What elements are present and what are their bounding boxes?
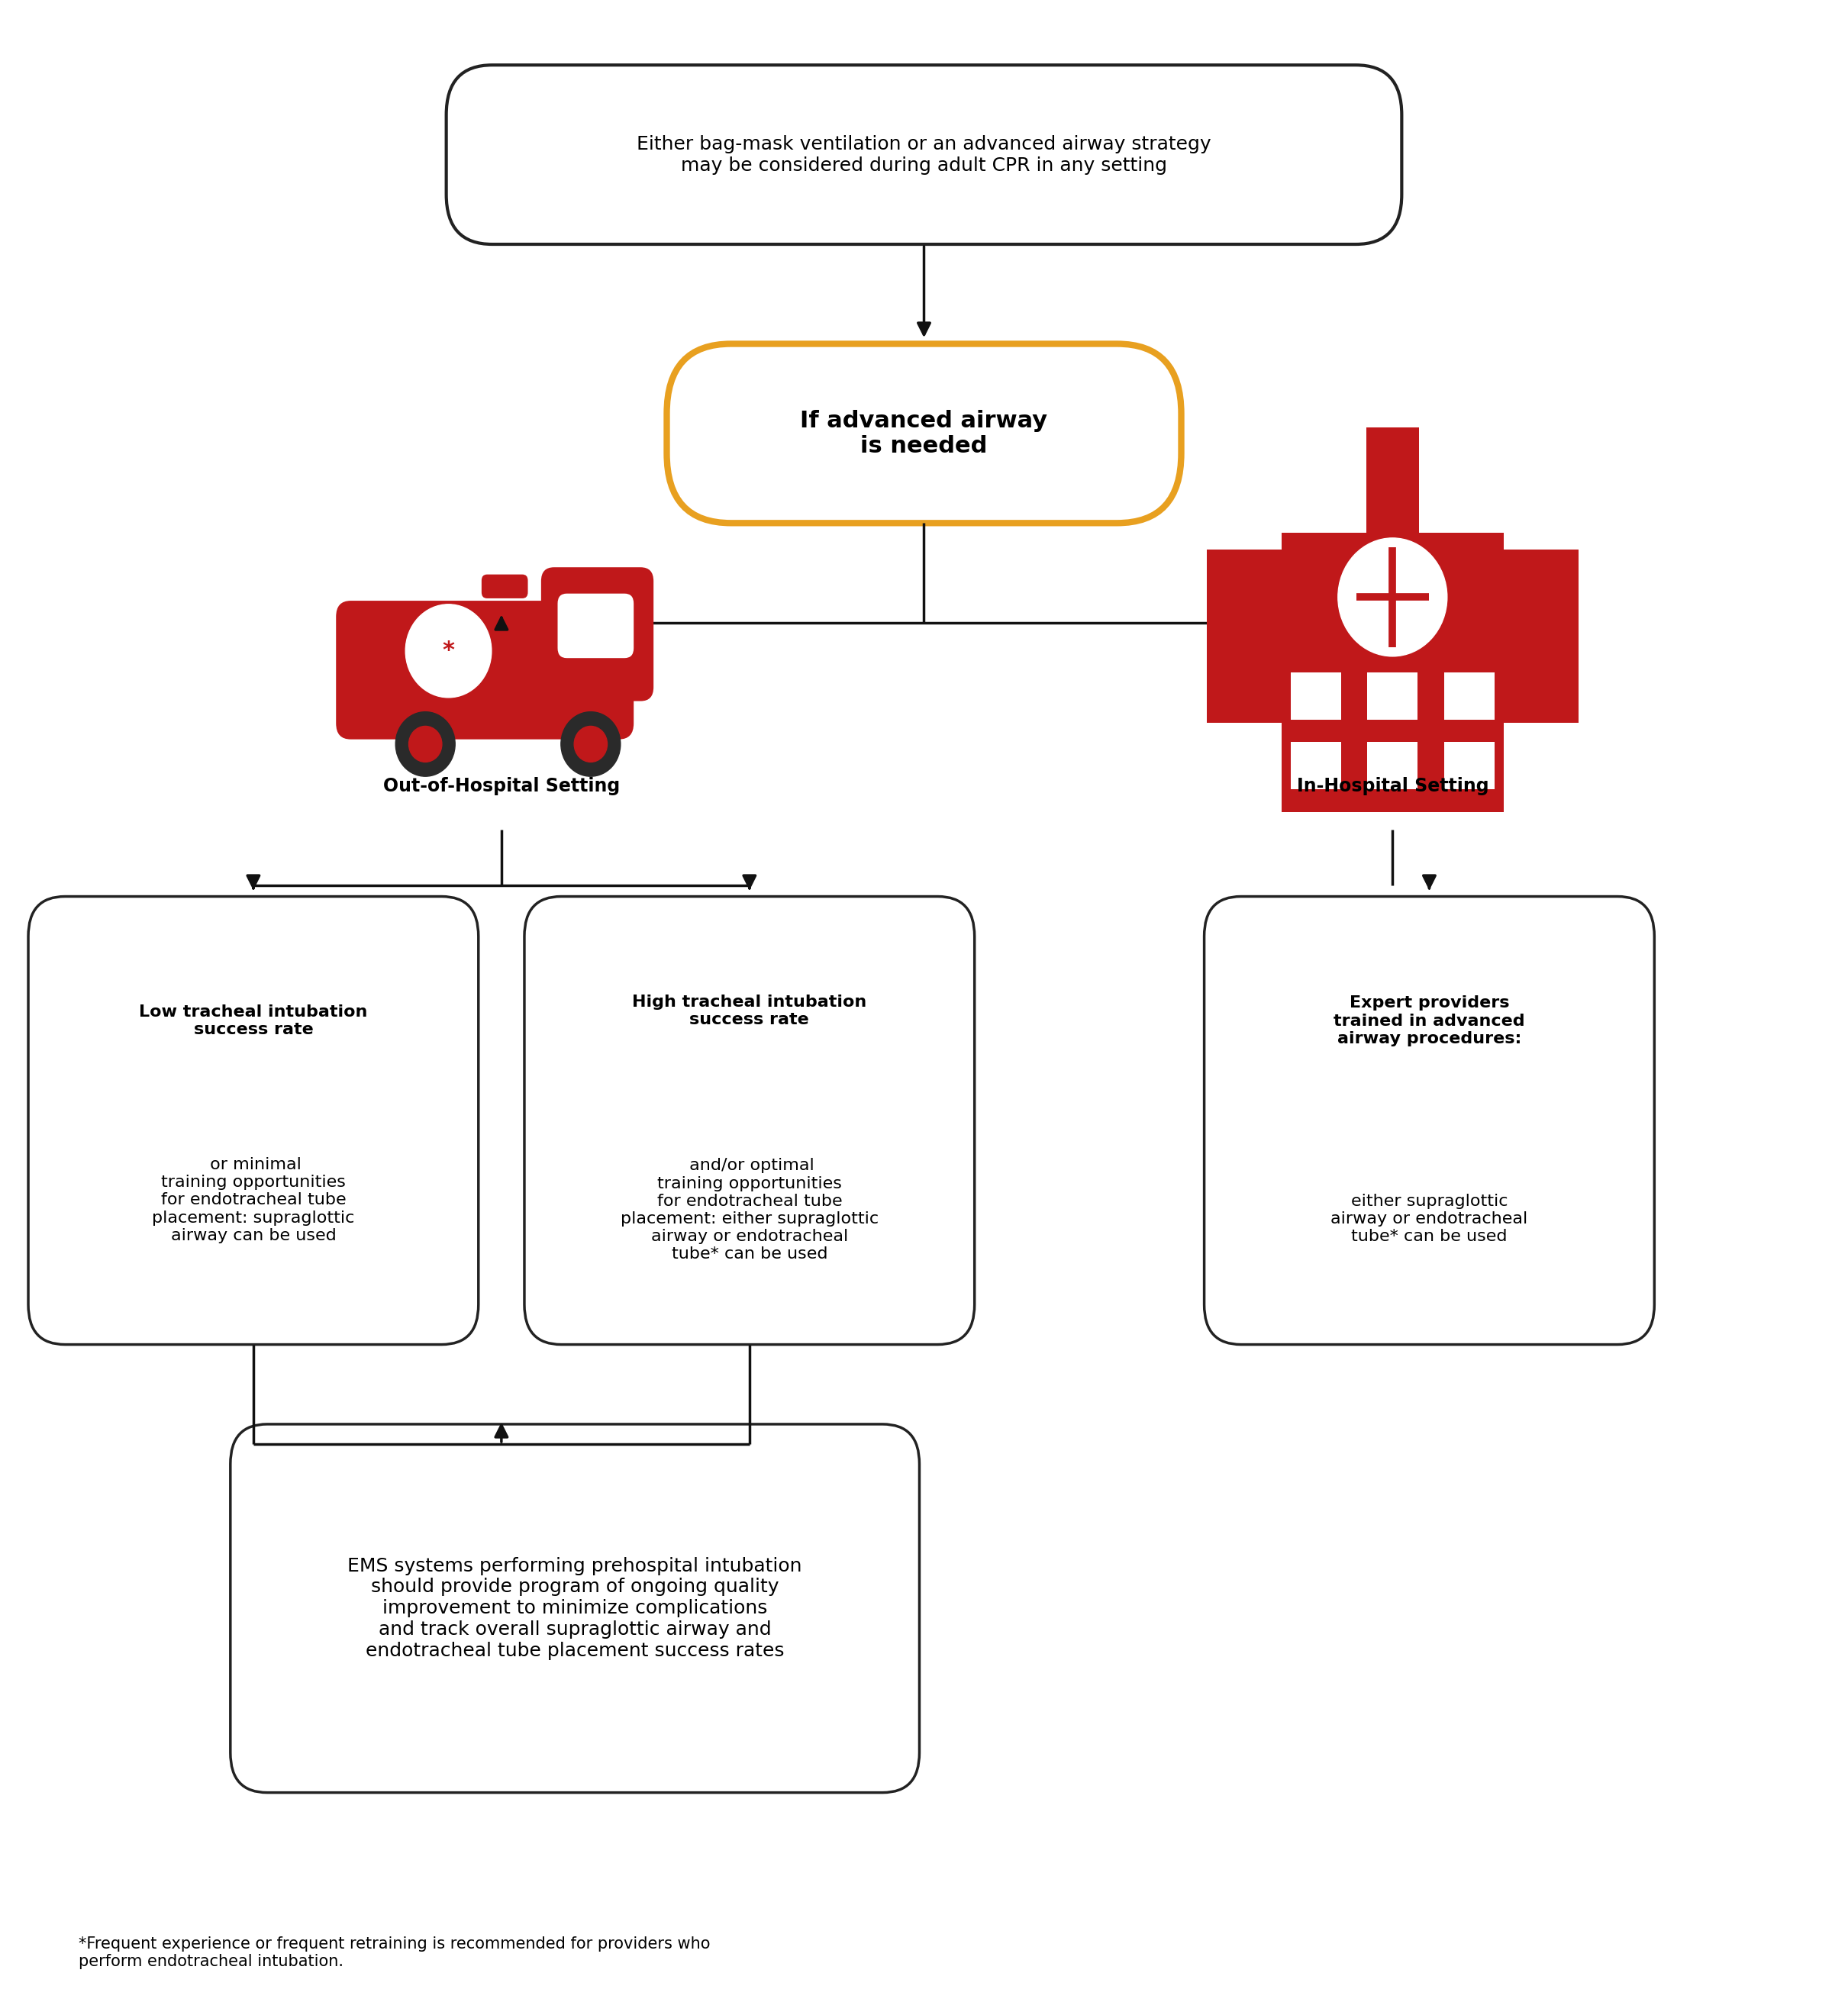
Circle shape (575, 727, 608, 763)
Text: either supraglottic
airway or endotracheal
tube* can be used: either supraglottic airway or endotrache… (1331, 1175, 1528, 1245)
FancyBboxPatch shape (1368, 743, 1417, 789)
FancyBboxPatch shape (231, 1423, 920, 1792)
FancyBboxPatch shape (1205, 897, 1654, 1345)
Text: In-Hospital Setting: In-Hospital Setting (1297, 777, 1489, 795)
Circle shape (395, 713, 455, 777)
Text: If advanced airway
is needed: If advanced airway is needed (800, 410, 1048, 456)
Text: *Frequent experience or frequent retraining is recommended for providers who
per: *Frequent experience or frequent retrain… (79, 1936, 710, 1970)
FancyBboxPatch shape (1281, 533, 1504, 813)
Text: High tracheal intubation
success rate: High tracheal intubation success rate (632, 995, 867, 1027)
FancyBboxPatch shape (1368, 673, 1417, 721)
FancyBboxPatch shape (482, 575, 529, 599)
FancyBboxPatch shape (541, 567, 654, 701)
FancyBboxPatch shape (558, 593, 634, 659)
Text: or minimal
training opportunities
for endotracheal tube
placement: supraglottic
: or minimal training opportunities for en… (152, 1157, 355, 1243)
FancyBboxPatch shape (336, 601, 634, 739)
Circle shape (562, 713, 621, 777)
Text: EMS systems performing prehospital intubation
should provide program of ongoing : EMS systems performing prehospital intub… (347, 1558, 802, 1660)
FancyBboxPatch shape (28, 897, 479, 1345)
Text: Either bag-mask ventilation or an advanced airway strategy
may be considered dur: Either bag-mask ventilation or an advanc… (638, 134, 1210, 174)
FancyBboxPatch shape (1290, 743, 1342, 789)
FancyBboxPatch shape (1497, 551, 1578, 723)
Text: Out-of-Hospital Setting: Out-of-Hospital Setting (383, 777, 619, 795)
Text: Expert providers
trained in advanced
airway procedures:: Expert providers trained in advanced air… (1334, 995, 1525, 1047)
FancyBboxPatch shape (667, 344, 1181, 523)
FancyBboxPatch shape (445, 64, 1403, 244)
Text: Low tracheal intubation
success rate: Low tracheal intubation success rate (139, 1005, 368, 1037)
Text: and/or optimal
training opportunities
for endotracheal tube
placement: either su: and/or optimal training opportunities fo… (621, 1159, 878, 1261)
FancyBboxPatch shape (1443, 743, 1495, 789)
Circle shape (408, 727, 442, 763)
FancyBboxPatch shape (525, 897, 974, 1345)
FancyBboxPatch shape (1290, 673, 1342, 721)
FancyBboxPatch shape (1366, 426, 1419, 533)
FancyBboxPatch shape (1443, 673, 1495, 721)
Circle shape (1338, 539, 1447, 657)
FancyBboxPatch shape (1207, 551, 1288, 723)
Text: *: * (442, 641, 455, 663)
Circle shape (405, 605, 492, 697)
